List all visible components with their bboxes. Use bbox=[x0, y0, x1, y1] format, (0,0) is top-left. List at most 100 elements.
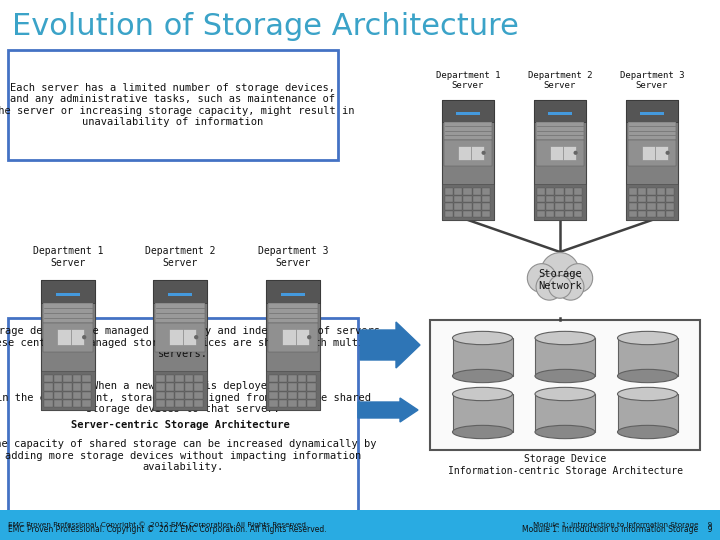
Text: The capacity of shared storage can be increased dynamically by
adding more stora: The capacity of shared storage can be in… bbox=[0, 439, 377, 472]
Bar bbox=[657, 188, 665, 194]
Bar bbox=[166, 400, 174, 407]
Bar bbox=[626, 184, 678, 220]
Bar bbox=[657, 203, 665, 210]
Bar bbox=[564, 188, 573, 194]
Bar bbox=[156, 400, 165, 407]
Bar bbox=[442, 100, 494, 220]
Bar bbox=[442, 100, 494, 122]
Bar bbox=[183, 329, 196, 345]
Ellipse shape bbox=[535, 369, 595, 383]
Bar bbox=[281, 293, 305, 296]
Text: When a new server is deployed
in the environment, storage is assigned from the s: When a new server is deployed in the env… bbox=[0, 381, 371, 414]
Bar bbox=[63, 383, 72, 390]
Bar bbox=[156, 392, 165, 399]
Bar bbox=[166, 375, 174, 382]
Ellipse shape bbox=[452, 369, 513, 383]
Bar bbox=[471, 146, 484, 160]
Circle shape bbox=[574, 151, 577, 155]
Bar bbox=[618, 338, 678, 376]
Text: Department 1
Server: Department 1 Server bbox=[32, 246, 103, 268]
Ellipse shape bbox=[535, 387, 595, 401]
Bar bbox=[482, 195, 490, 202]
Bar bbox=[537, 195, 545, 202]
Bar bbox=[288, 400, 297, 407]
Bar bbox=[464, 203, 472, 210]
FancyBboxPatch shape bbox=[8, 318, 358, 518]
Bar bbox=[456, 112, 480, 115]
Bar bbox=[298, 392, 307, 399]
Bar bbox=[445, 203, 453, 210]
Text: Module 1: Introduction to Information Storage    9: Module 1: Introduction to Information St… bbox=[533, 522, 712, 528]
Bar bbox=[564, 195, 573, 202]
Bar bbox=[666, 211, 674, 217]
Bar bbox=[166, 383, 174, 390]
Circle shape bbox=[564, 264, 593, 293]
Bar bbox=[442, 184, 494, 220]
Bar bbox=[574, 195, 582, 202]
Bar bbox=[535, 394, 595, 432]
Bar bbox=[41, 280, 95, 410]
Bar bbox=[629, 195, 637, 202]
Bar bbox=[175, 383, 184, 390]
Ellipse shape bbox=[535, 426, 595, 438]
Bar bbox=[537, 203, 545, 210]
Bar bbox=[194, 383, 203, 390]
Bar bbox=[618, 394, 678, 432]
Bar bbox=[269, 400, 278, 407]
Text: Department 3
Server: Department 3 Server bbox=[620, 71, 684, 90]
Bar bbox=[647, 211, 656, 217]
Bar bbox=[288, 375, 297, 382]
Bar bbox=[185, 383, 194, 390]
Bar bbox=[82, 375, 91, 382]
Bar bbox=[537, 188, 545, 194]
Bar bbox=[555, 203, 564, 210]
Bar bbox=[549, 146, 562, 160]
Circle shape bbox=[557, 274, 584, 300]
Bar bbox=[44, 400, 53, 407]
Bar bbox=[472, 211, 481, 217]
Bar bbox=[41, 280, 95, 303]
Bar bbox=[73, 375, 81, 382]
Text: Each server has a limited number of storage devices,
and any administrative task: Each server has a limited number of stor… bbox=[0, 83, 354, 127]
Text: Storage devices are managed centrally and independent of servers.
These centrall: Storage devices are managed centrally an… bbox=[0, 326, 386, 359]
Text: Department 2
Server: Department 2 Server bbox=[528, 71, 593, 90]
Bar bbox=[452, 338, 513, 376]
Bar bbox=[546, 195, 554, 202]
Bar bbox=[53, 400, 62, 407]
Bar bbox=[657, 195, 665, 202]
Bar bbox=[647, 195, 656, 202]
Bar bbox=[63, 400, 72, 407]
Bar bbox=[666, 195, 674, 202]
Bar bbox=[657, 211, 665, 217]
FancyArrow shape bbox=[360, 322, 420, 368]
Text: Storage Device
Information-centric Storage Architecture: Storage Device Information-centric Stora… bbox=[448, 454, 683, 476]
Bar bbox=[82, 400, 91, 407]
Bar bbox=[444, 122, 492, 140]
Bar bbox=[41, 371, 95, 410]
FancyBboxPatch shape bbox=[8, 50, 338, 160]
Bar bbox=[535, 338, 595, 376]
Ellipse shape bbox=[618, 426, 678, 438]
Bar bbox=[647, 203, 656, 210]
Text: EMC Proven Professional. Copyright ©  2012 EMC Corporation. All Rights Reserved.: EMC Proven Professional. Copyright © 201… bbox=[8, 522, 308, 528]
Circle shape bbox=[82, 335, 86, 339]
Circle shape bbox=[482, 151, 486, 155]
Bar bbox=[444, 140, 492, 166]
Bar bbox=[638, 188, 647, 194]
Bar bbox=[185, 375, 194, 382]
Bar bbox=[269, 383, 278, 390]
Ellipse shape bbox=[452, 426, 513, 438]
Bar bbox=[629, 211, 637, 217]
Bar bbox=[537, 211, 545, 217]
Bar bbox=[574, 203, 582, 210]
Bar bbox=[266, 280, 320, 410]
Bar bbox=[279, 400, 287, 407]
Bar bbox=[71, 329, 84, 345]
Bar bbox=[194, 392, 203, 399]
Bar bbox=[555, 211, 564, 217]
Text: Module 1: Introduction to Information Storage    9: Module 1: Introduction to Information St… bbox=[521, 524, 712, 534]
Bar bbox=[654, 146, 667, 160]
Ellipse shape bbox=[452, 387, 513, 401]
Bar bbox=[555, 195, 564, 202]
Bar bbox=[534, 184, 586, 220]
